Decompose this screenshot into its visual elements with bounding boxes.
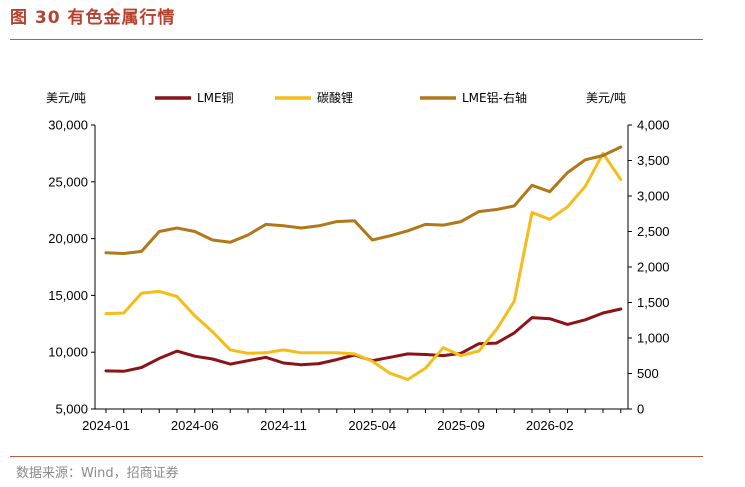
left-tick-label: 5,000 [55, 402, 88, 417]
left-tick-label: 15,000 [48, 288, 88, 303]
left-tick-label: 20,000 [48, 231, 88, 246]
x-tick-label: 2025-04 [348, 418, 396, 433]
legend: LME铜 碳酸锂 LME铝-右轴 [155, 90, 527, 105]
figure-title: 图 30 有色金属行情 [10, 8, 176, 28]
legend-label: LME铜 [197, 90, 234, 105]
x-tick-label: 2026-02 [526, 418, 574, 433]
right-tick-label: 3,500 [637, 153, 670, 168]
axes-group: 5,000 10,000 15,000 20,000 25,000 30,000 0 500 1… [48, 118, 669, 434]
series-line-碳酸锂 [104, 151, 623, 381]
left-tick-label: 25,000 [48, 174, 88, 189]
right-tick-label: 1,500 [637, 295, 670, 310]
right-tick-label: 2,500 [637, 224, 670, 239]
right-tick-label: 3,000 [637, 189, 670, 204]
x-tick-label: 2024-06 [171, 418, 219, 433]
left-tick-label: 30,000 [48, 118, 88, 133]
series-group [104, 145, 623, 381]
data-source-note: 数据来源：Wind，招商证券 [16, 466, 179, 481]
legend-label: 碳酸锂 [317, 90, 353, 105]
footer-divider [10, 456, 703, 457]
left-tick-label: 10,000 [48, 345, 88, 360]
right-tick-label: 0 [637, 402, 644, 417]
right-tick-label: 500 [637, 366, 659, 381]
right-tick-label: 4,000 [637, 118, 670, 133]
legend-label: LME铝-右轴 [462, 90, 527, 105]
x-tick-label: 2024-11 [260, 418, 307, 433]
series-line-LME铝-右轴 [104, 145, 623, 255]
x-tick-label: 2024-01 [82, 418, 130, 433]
right-axis-unit: 美元/吨 [586, 91, 626, 105]
right-tick-label: 2,000 [637, 260, 670, 275]
left-axis-unit: 美元/吨 [46, 91, 86, 105]
right-tick-label: 1,000 [637, 331, 670, 346]
title-divider [10, 39, 703, 40]
x-tick-label: 2025-09 [437, 418, 485, 433]
series-line-LME铜 [104, 307, 623, 373]
